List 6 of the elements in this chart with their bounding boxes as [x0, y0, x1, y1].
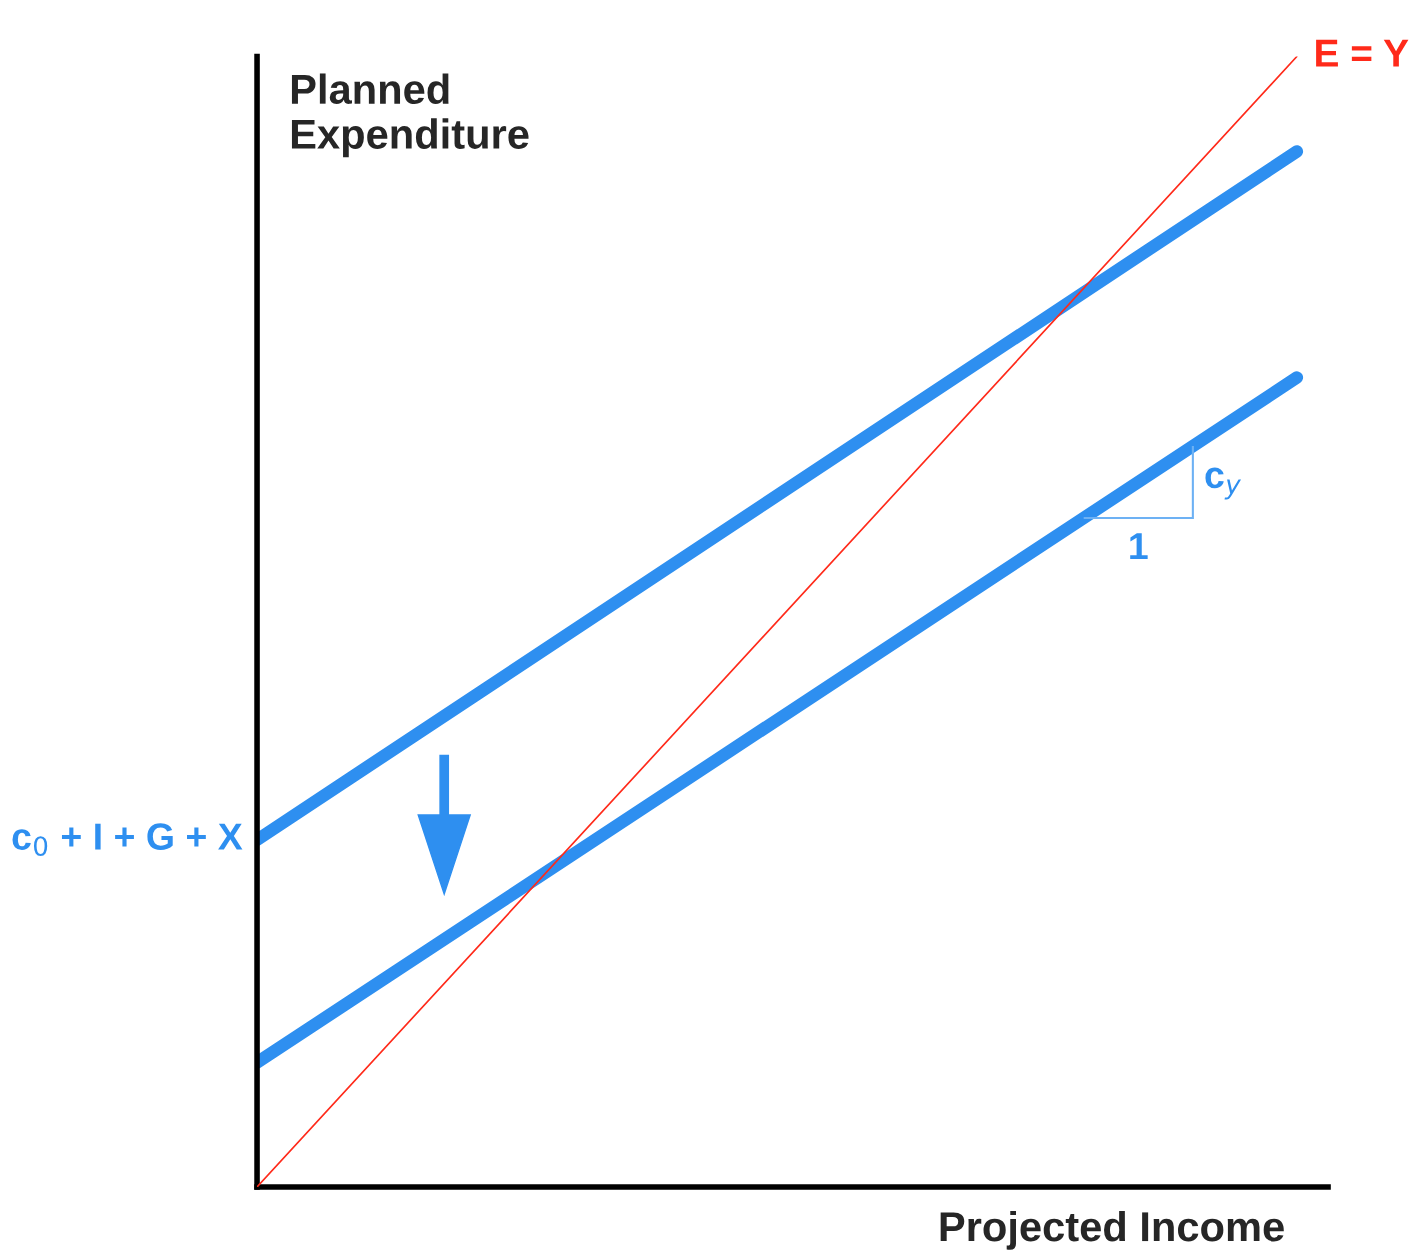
annotation: 1: [1130, 533, 1148, 560]
annotation: c$_{y}$: [1205, 467, 1242, 500]
y-axis-title: Planned Expenditure: [291, 73, 529, 158]
annotation: c$_{0}$ + I + G + X: [12, 823, 243, 857]
x-axis-title: Projected Income: [940, 1210, 1284, 1250]
series-label: E = Y: [1316, 39, 1409, 67]
